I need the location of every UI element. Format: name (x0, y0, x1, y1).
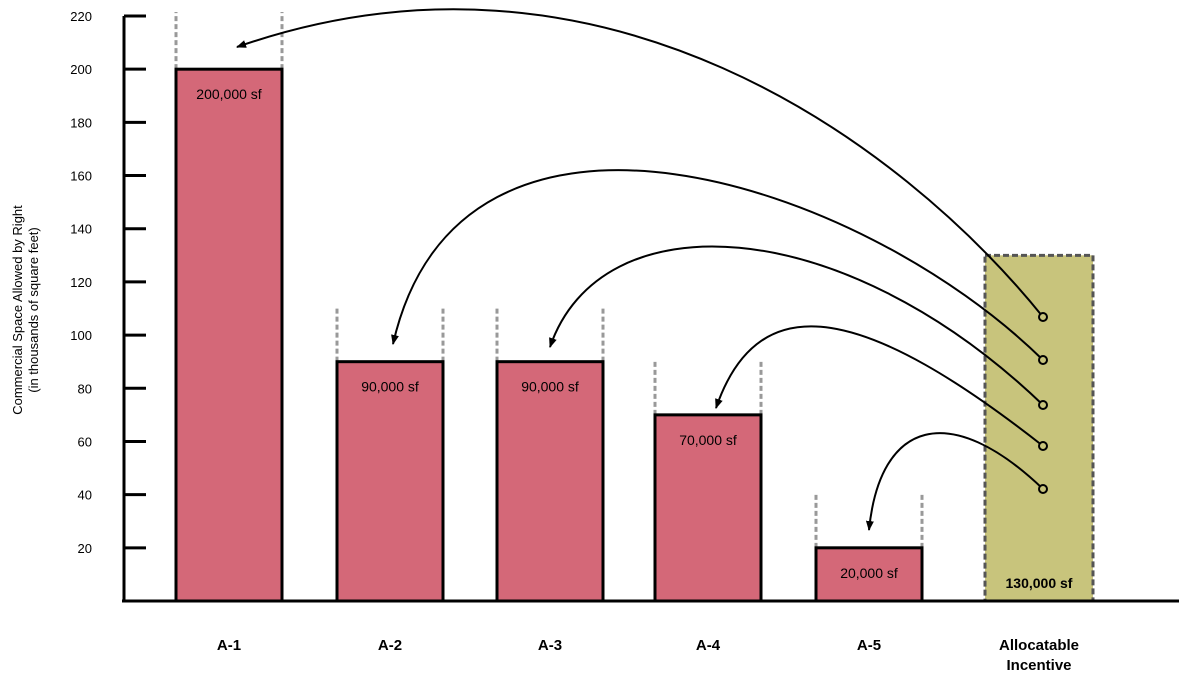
y-tick-label: 40 (78, 488, 92, 503)
y-tick-label: 100 (70, 328, 92, 343)
potential-range-lines (174, 12, 924, 548)
allocation-arrow (549, 245, 1044, 406)
y-tick-label: 20 (78, 541, 92, 556)
allocation-origin-dot (1038, 312, 1048, 322)
bar (495, 360, 605, 603)
bars: 200,000 sf 90,000 sf 90,000 sf 70,000 sf 20,… (174, 67, 924, 603)
category-label: A-4 (696, 637, 721, 654)
incentive-bar-group: 130,000 sf (983, 253, 1095, 603)
incentive-bar (983, 253, 1095, 603)
y-tick-label: 180 (70, 115, 92, 130)
incentive-category-label: Incentive (1006, 657, 1071, 674)
allocation-origin-dot (1038, 484, 1048, 494)
y-axis-label-line-2: (in thousands of square feet) (26, 227, 41, 393)
category-label: A-5 (857, 637, 881, 654)
y-tick-label: 160 (70, 169, 92, 184)
y-axis-label: Commercial Space Allowed by Right (in th… (10, 205, 41, 415)
y-axis-ticks: 20 40 60 80 100 120 140 160 180 200 220 (70, 9, 146, 556)
bar-value-label: 70,000 sf (679, 432, 737, 448)
y-tick-label: 80 (78, 381, 92, 396)
bar-value-label: 200,000 sf (196, 86, 261, 102)
allocation-arrows (236, 8, 1048, 531)
allocation-origin-dot (1038, 400, 1048, 410)
y-tick-label: 140 (70, 222, 92, 237)
allocation-arrow (236, 8, 1044, 318)
category-label: A-3 (538, 637, 562, 654)
category-label: A-2 (378, 637, 402, 654)
y-axis-label-line-1: Commercial Space Allowed by Right (10, 205, 25, 415)
bar-value-label: 90,000 sf (521, 379, 579, 395)
bar (335, 360, 445, 603)
x-axis-labels: A-1 A-2 A-3 A-4 A-5 Allocatable Incentive (217, 637, 1079, 674)
allocation-arrow (715, 325, 1044, 447)
bar (814, 546, 924, 603)
allocation-arrow (865, 432, 1044, 531)
incentive-value-label: 130,000 sf (1006, 575, 1073, 591)
bar-value-label: 20,000 sf (840, 565, 898, 581)
allocation-origin-dot (1038, 441, 1048, 451)
category-label: A-1 (217, 637, 241, 654)
bar-value-label: 90,000 sf (361, 379, 419, 395)
y-tick-label: 60 (78, 434, 92, 449)
incentive-category-label: Allocatable (999, 637, 1079, 654)
bar (653, 413, 763, 603)
y-tick-label: 120 (70, 275, 92, 290)
y-tick-label: 220 (70, 9, 92, 24)
allocation-origin-dot (1038, 355, 1048, 365)
allocation-arrow (391, 169, 1044, 361)
bar (174, 67, 284, 603)
y-tick-label: 200 (70, 62, 92, 77)
